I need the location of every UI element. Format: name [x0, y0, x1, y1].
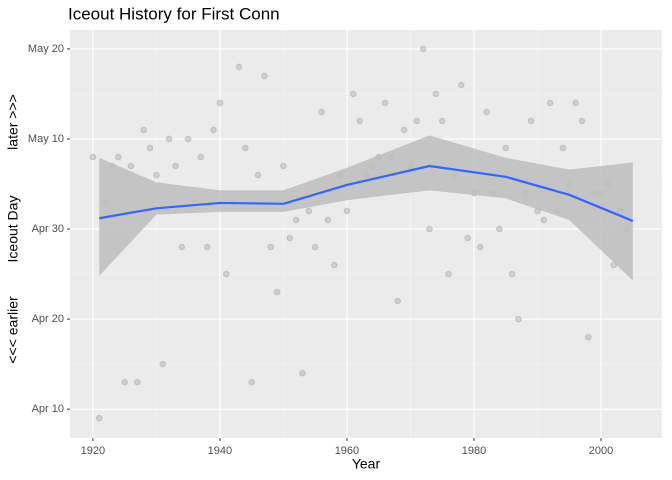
point: [280, 162, 287, 170]
y-tick-label: Apr 20: [32, 313, 64, 325]
x-tick-label: 1940: [208, 445, 232, 457]
point: [445, 270, 452, 278]
point: [184, 135, 192, 143]
smooth-line: [99, 164, 634, 222]
point: [527, 117, 535, 125]
point: [197, 153, 205, 161]
x-tick-label: 1980: [462, 445, 486, 457]
x-tick-label: 1960: [335, 445, 359, 457]
point: [578, 117, 586, 125]
point: [153, 171, 160, 179]
point: [330, 261, 338, 269]
x-tick-label: 1920: [81, 445, 105, 457]
point: [127, 162, 135, 170]
point: [254, 171, 262, 179]
point: [134, 378, 141, 386]
point: [292, 216, 300, 224]
point: [394, 297, 402, 305]
point: [305, 207, 313, 215]
point: [502, 144, 510, 152]
point: [413, 117, 421, 125]
annotation: <<< earlier: [5, 296, 21, 364]
point: [349, 90, 357, 98]
point: [121, 378, 128, 386]
point: [400, 126, 408, 134]
y-tick-label: Apr 30: [32, 223, 64, 235]
point: [324, 216, 332, 224]
point: [89, 153, 97, 161]
point: [140, 126, 147, 134]
point: [210, 126, 217, 134]
point: [159, 360, 167, 368]
point: [457, 81, 465, 89]
point: [165, 135, 173, 143]
point: [203, 243, 211, 251]
point: [235, 63, 243, 71]
y-axis-title: Iceout Day: [5, 196, 21, 263]
panel: [70, 30, 662, 438]
marks: [89, 45, 634, 422]
point: [172, 162, 179, 170]
y-tick-label: May 10: [28, 133, 64, 145]
point: [540, 216, 548, 224]
point: [559, 144, 567, 152]
point: [496, 225, 503, 233]
y-tick-label: May 20: [28, 43, 64, 55]
point: [299, 369, 306, 377]
point: [146, 144, 154, 152]
point: [572, 99, 579, 107]
point: [477, 243, 484, 251]
point: [114, 153, 122, 161]
point: [546, 99, 554, 107]
chart-title: Iceout History for First Conn: [68, 4, 280, 23]
point: [311, 243, 319, 251]
point: [95, 414, 103, 422]
point: [426, 225, 433, 233]
point: [483, 108, 490, 116]
y-tick-label: Apr 10: [32, 403, 64, 415]
x-axis-title: Year: [352, 456, 381, 472]
point: [222, 270, 230, 278]
point: [464, 234, 471, 242]
annotation: later >>>: [5, 94, 21, 150]
point: [248, 378, 255, 386]
point: [343, 207, 351, 215]
point: [242, 144, 249, 152]
point: [356, 117, 363, 125]
point: [178, 243, 186, 251]
point: [419, 45, 427, 53]
point: [318, 108, 325, 116]
point: [273, 288, 281, 296]
point: [267, 243, 275, 251]
point: [286, 234, 294, 242]
point: [508, 270, 516, 278]
point: [216, 99, 224, 107]
point: [432, 90, 440, 98]
x-tick-label: 2000: [589, 445, 613, 457]
point: [381, 99, 389, 107]
point: [261, 72, 268, 80]
confidence-band: [99, 135, 633, 281]
point: [585, 333, 592, 341]
point: [438, 117, 446, 125]
point: [515, 315, 522, 323]
